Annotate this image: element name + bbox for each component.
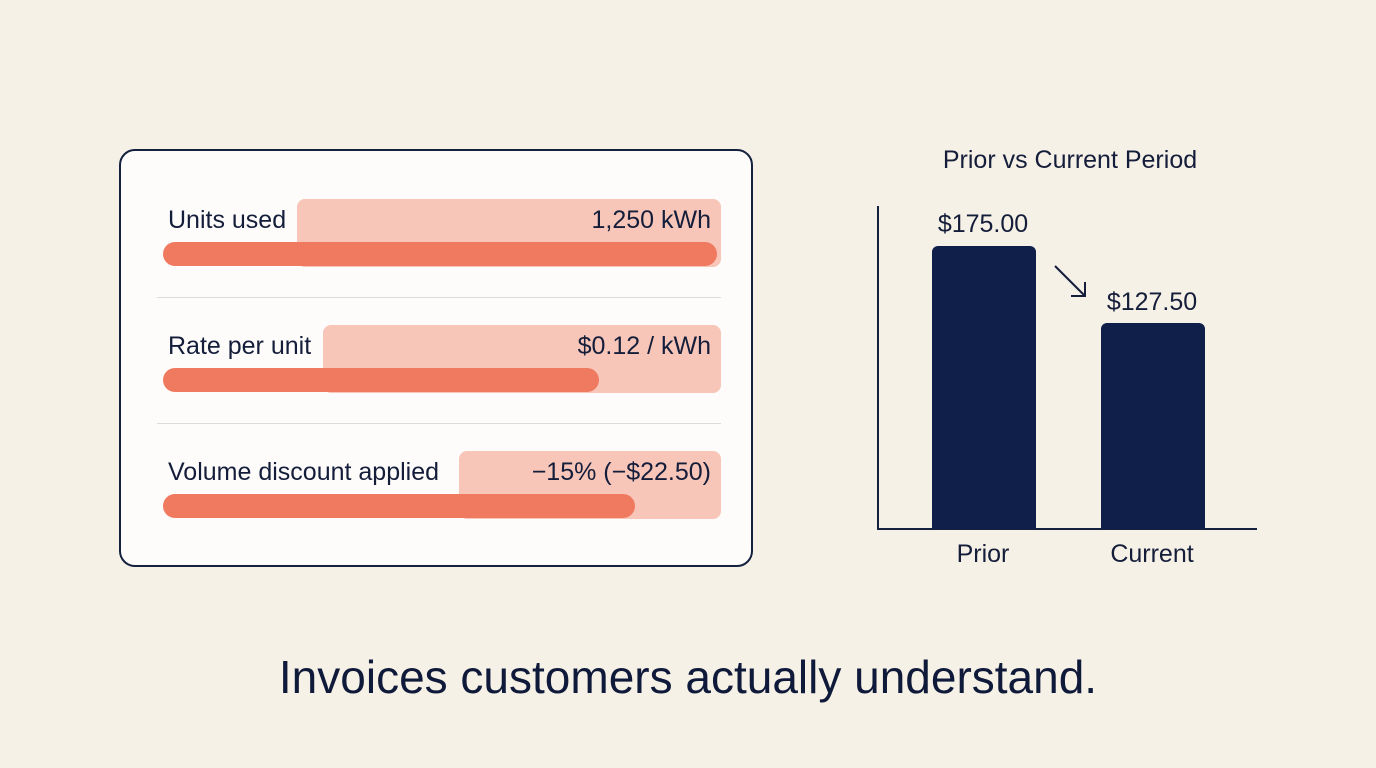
x-axis (877, 528, 1257, 530)
bar-value-label-current: $127.50 (1106, 288, 1198, 316)
line-item-value: −15% (−$22.50) (531, 458, 711, 486)
line-item-label: Units used (168, 206, 287, 234)
line-item-value: $0.12 / kWh (577, 332, 711, 360)
bar-current (1101, 323, 1205, 529)
invoice-breakdown-card: Units used 1,250 kWh Rate per unit $0.12… (119, 149, 753, 567)
line-item-value: 1,250 kWh (591, 206, 711, 234)
line-item-rate-per-unit: Rate per unit $0.12 / kWh (161, 325, 721, 395)
line-item-volume-discount: Volume discount applied −15% (−$22.50) (161, 451, 721, 521)
bar-prior (932, 246, 1036, 529)
progress-bar (163, 242, 717, 266)
line-item-label: Rate per unit (168, 332, 312, 360)
divider (157, 423, 721, 424)
tagline: Invoices customers actually understand. (278, 651, 1098, 703)
y-axis (877, 206, 879, 530)
bar-value-label-prior: $175.00 (937, 210, 1029, 238)
progress-bar (163, 494, 635, 518)
progress-bar (163, 368, 599, 392)
line-item-label: Volume discount applied (168, 458, 440, 486)
x-tick-label-prior: Prior (956, 540, 1010, 568)
trend-down-arrow-icon (1054, 265, 1086, 297)
x-tick-label-current: Current (1110, 540, 1194, 568)
divider (157, 297, 721, 298)
line-item-units-used: Units used 1,250 kWh (161, 199, 721, 269)
period-comparison-chart: Prior vs Current Period $175.00 $127.50 … (860, 140, 1280, 580)
chart-title: Prior vs Current Period (942, 146, 1198, 174)
